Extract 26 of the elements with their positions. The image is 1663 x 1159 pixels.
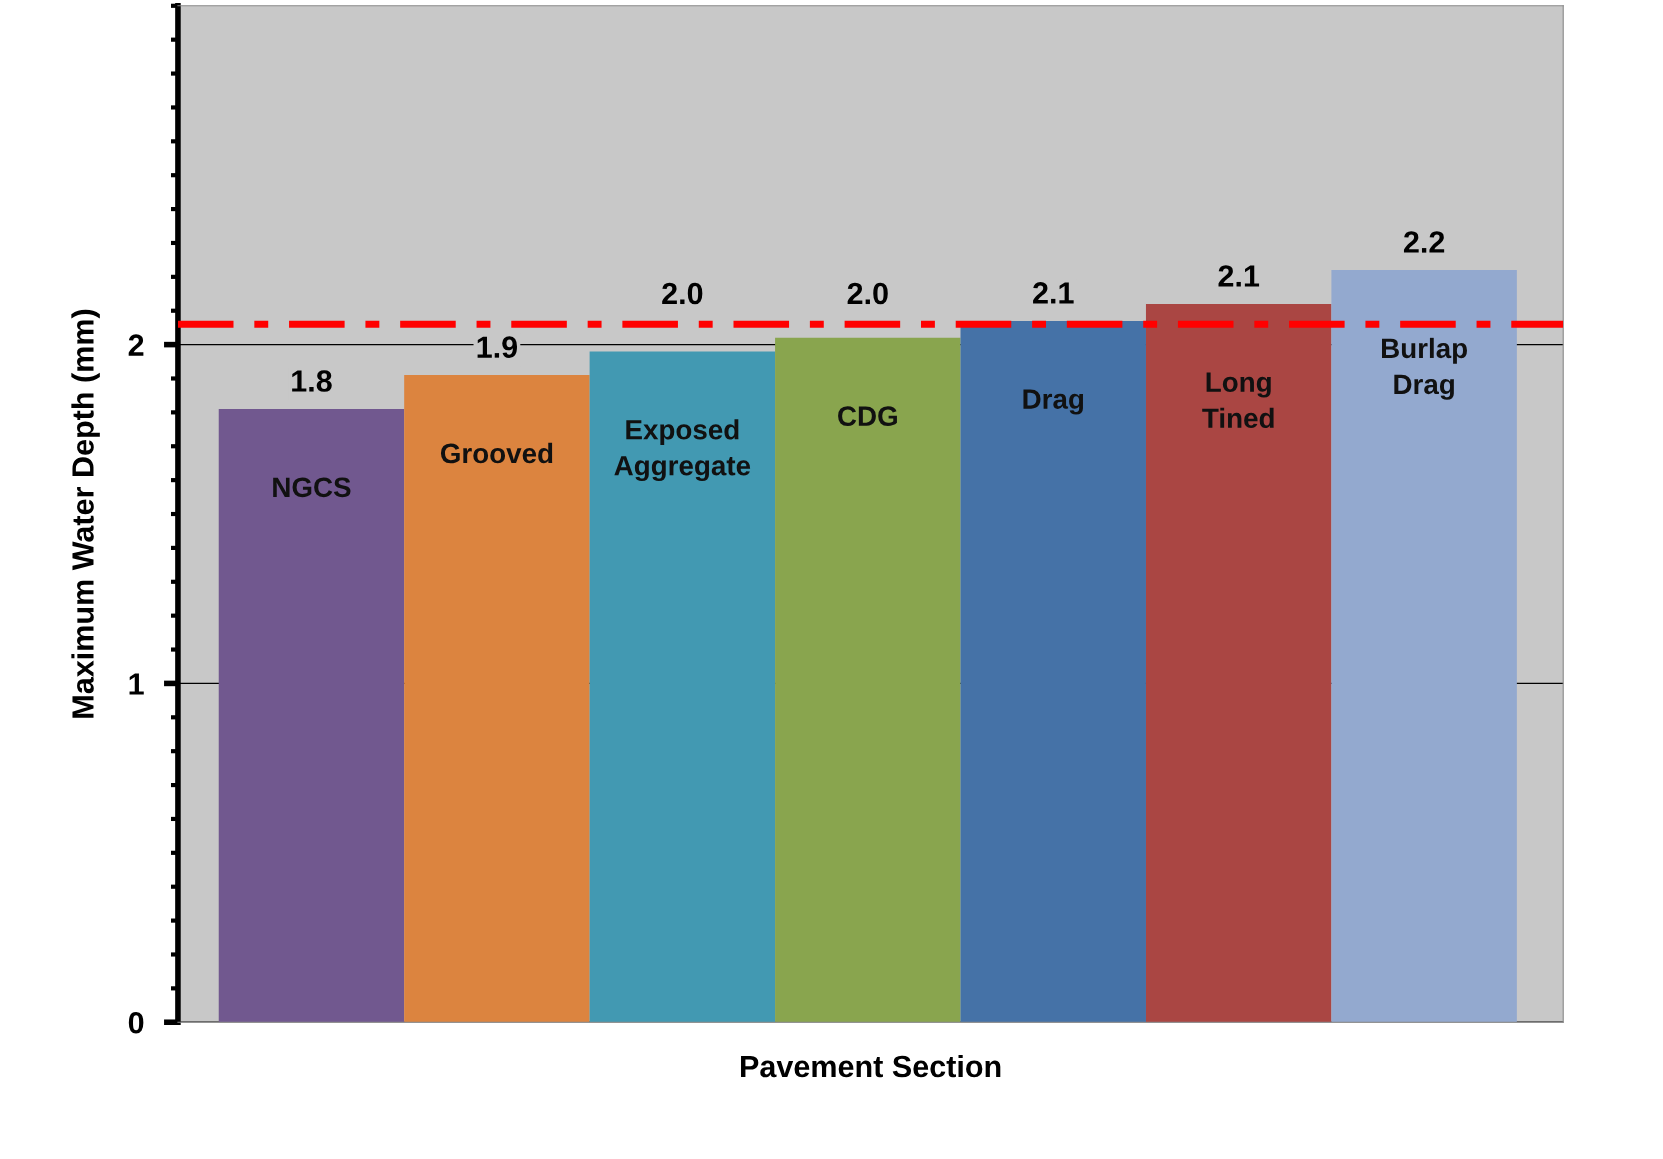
x-tick-label: Grooved: [440, 442, 553, 464]
bar: [589, 351, 776, 1023]
x-tick-label: Exposed Aggregate: [614, 419, 751, 482]
data-label: 2.0: [662, 282, 703, 305]
data-label: 2.1: [1218, 265, 1260, 287]
x-tick-label: NGCS: [273, 477, 351, 498]
data-label: 1.9: [477, 336, 518, 358]
bar: [218, 408, 405, 1023]
data-label: 2.0: [847, 282, 888, 305]
bar: [404, 375, 590, 1023]
y-axis-title: Maximum Water Depth (mm): [71, 309, 100, 718]
data-label: 2.2: [1403, 231, 1445, 253]
y-tick-label: 0: [128, 1011, 144, 1034]
bar: [1145, 303, 1332, 1023]
x-axis-title: Pavement Section: [741, 1054, 1001, 1078]
x-tick-label: Burlap Drag: [1382, 337, 1467, 400]
data-label: 1.8: [292, 370, 332, 392]
x-tick-label: CDG: [838, 406, 897, 426]
bar: [960, 320, 1146, 1023]
bar: [775, 337, 961, 1023]
x-tick-label: Long Tined: [1202, 372, 1274, 429]
x-tick-label: Drag: [1023, 389, 1084, 415]
bar: [1331, 270, 1517, 1023]
y-tick-label: 2: [128, 334, 144, 356]
y-tick-label: 1: [129, 673, 144, 695]
data-label: 2.1: [1033, 282, 1074, 304]
